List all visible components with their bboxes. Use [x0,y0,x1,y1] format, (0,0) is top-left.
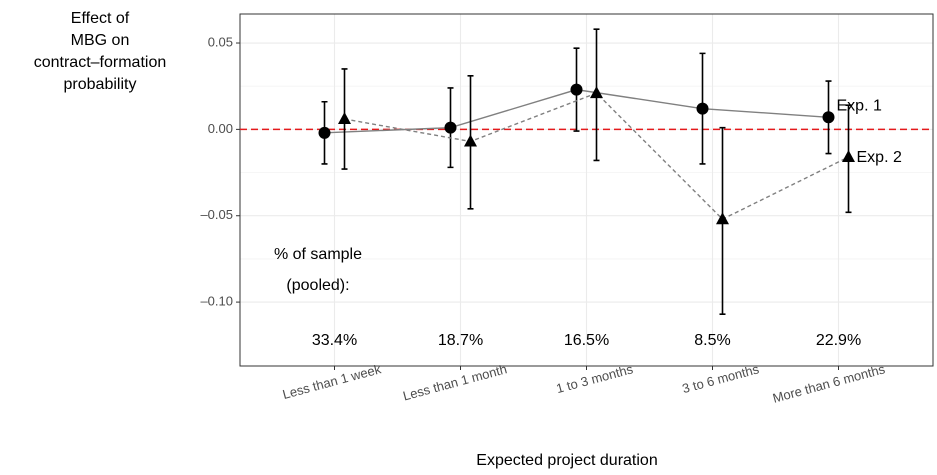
point [696,102,709,115]
y-axis-label: contract–formation [34,54,167,71]
point [464,134,477,147]
point [570,83,583,96]
series-label: Exp. 2 [857,149,902,166]
series-label: Exp. 1 [837,98,882,115]
annotation: 33.4% [312,332,357,349]
y-axis-label: MBG on [71,32,130,49]
point [842,150,855,163]
point [318,126,331,139]
y-tick-label: 0.05 [208,34,233,49]
point [444,121,457,134]
point [590,86,603,99]
annotation: 22.9% [816,332,861,349]
y-tick-label: –0.05 [200,207,233,222]
y-tick-label: –0.10 [200,294,233,309]
y-tick-label: 0.00 [208,121,233,136]
annotation: (pooled): [286,277,349,294]
annotation: % of sample [274,246,362,263]
x-tick-label: More than 6 months [771,361,887,406]
x-axis-label: Expected project duration [476,452,657,469]
y-axis-label: Effect of [71,10,130,27]
x-tick-label: Less than 1 week [281,361,383,402]
point [338,112,351,125]
y-axis-label: probability [64,76,137,93]
point [822,111,835,124]
annotation: 18.7% [438,332,483,349]
annotation: 8.5% [694,332,730,349]
annotation: 16.5% [564,332,609,349]
panel-border [239,13,934,367]
point [716,212,729,225]
x-tick-label: Less than 1 month [401,361,508,403]
